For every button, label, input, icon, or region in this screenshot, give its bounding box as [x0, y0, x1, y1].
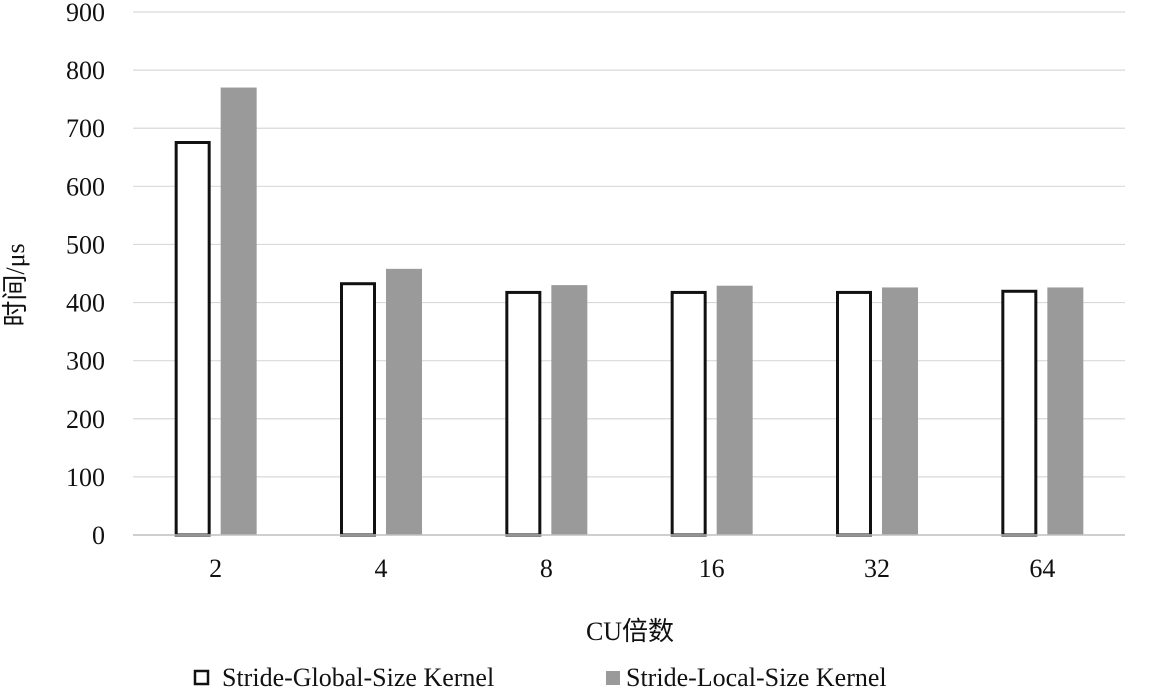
gridlines — [133, 11, 1125, 478]
bar-local — [716, 285, 753, 535]
bar-global — [340, 282, 376, 537]
x-tick-label: 64 — [1029, 554, 1055, 583]
legend-swatch-local — [606, 671, 620, 685]
y-tick-label: 200 — [66, 405, 105, 434]
x-axis-title: CU倍数 — [586, 617, 674, 646]
y-tick-labels: 0 100 200 300 400 500 600 700 800 900 — [66, 0, 105, 550]
bar-local — [882, 287, 918, 535]
y-tick-label: 400 — [66, 289, 105, 318]
y-axis-title: 时间/μs — [1, 243, 30, 326]
bars — [174, 87, 1084, 537]
legend-swatch-global — [193, 669, 210, 686]
legend: Stride-Global-Size Kernel Stride-Local-S… — [193, 663, 887, 692]
bar-global — [670, 290, 707, 537]
x-tick-label: 16 — [699, 554, 725, 583]
bar-global — [505, 290, 542, 537]
bar-local — [386, 268, 422, 535]
x-tick-labels: 2 4 8 16 32 64 — [209, 554, 1055, 583]
x-tick-label: 32 — [864, 554, 890, 583]
y-tick-label: 100 — [66, 463, 105, 492]
bar-global — [174, 141, 211, 537]
y-tick-label: 700 — [66, 114, 105, 143]
bar-local — [220, 87, 257, 536]
y-tick-label: 500 — [66, 230, 105, 259]
x-tick-label: 8 — [540, 554, 553, 583]
bar-global — [1001, 289, 1038, 537]
y-tick-label: 0 — [92, 521, 105, 550]
legend-label-local: Stride-Local-Size Kernel — [626, 663, 887, 690]
bar-local — [1047, 287, 1084, 535]
y-tick-label: 300 — [66, 347, 105, 376]
legend-label-global: Stride-Global-Size Kernel — [222, 663, 494, 690]
x-tick-label: 4 — [375, 554, 388, 583]
bar-global — [836, 290, 872, 537]
bar-local — [551, 285, 588, 535]
y-tick-label: 800 — [66, 56, 105, 85]
y-tick-label: 600 — [66, 172, 105, 201]
y-tick-label: 900 — [66, 0, 105, 27]
x-tick-label: 2 — [209, 554, 222, 583]
